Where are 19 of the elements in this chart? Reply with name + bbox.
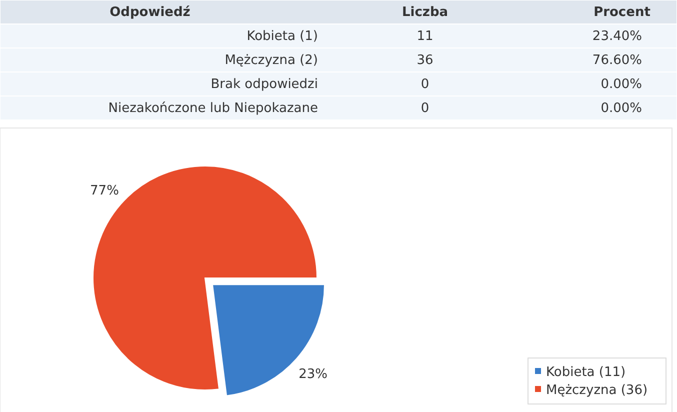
- text: Procent: [594, 5, 650, 20]
- text: Liczba: [402, 5, 448, 20]
- text: Niezakończone lub Niepokazane: [108, 101, 318, 116]
- text: Odpowiedź: [110, 5, 190, 20]
- text: 11: [416, 29, 434, 44]
- text: Brak odpowiedzi: [210, 77, 318, 92]
- text: 23.40%: [592, 29, 642, 44]
- data-label: 77%: [90, 183, 119, 198]
- text: 0: [420, 77, 430, 92]
- text: Kobieta (1): [246, 29, 318, 44]
- text: Mężczyzna (2): [224, 53, 318, 68]
- data-label: 23%: [298, 367, 328, 382]
- text: 0.00%: [600, 101, 642, 116]
- text: 0.00%: [600, 77, 642, 92]
- text: 36: [416, 53, 434, 68]
- text: 0: [420, 101, 430, 116]
- text: 76.60%: [592, 53, 642, 68]
- legend-label: Kobieta (11): [546, 365, 626, 380]
- legend-label: Mężczyzna (36): [546, 383, 648, 398]
